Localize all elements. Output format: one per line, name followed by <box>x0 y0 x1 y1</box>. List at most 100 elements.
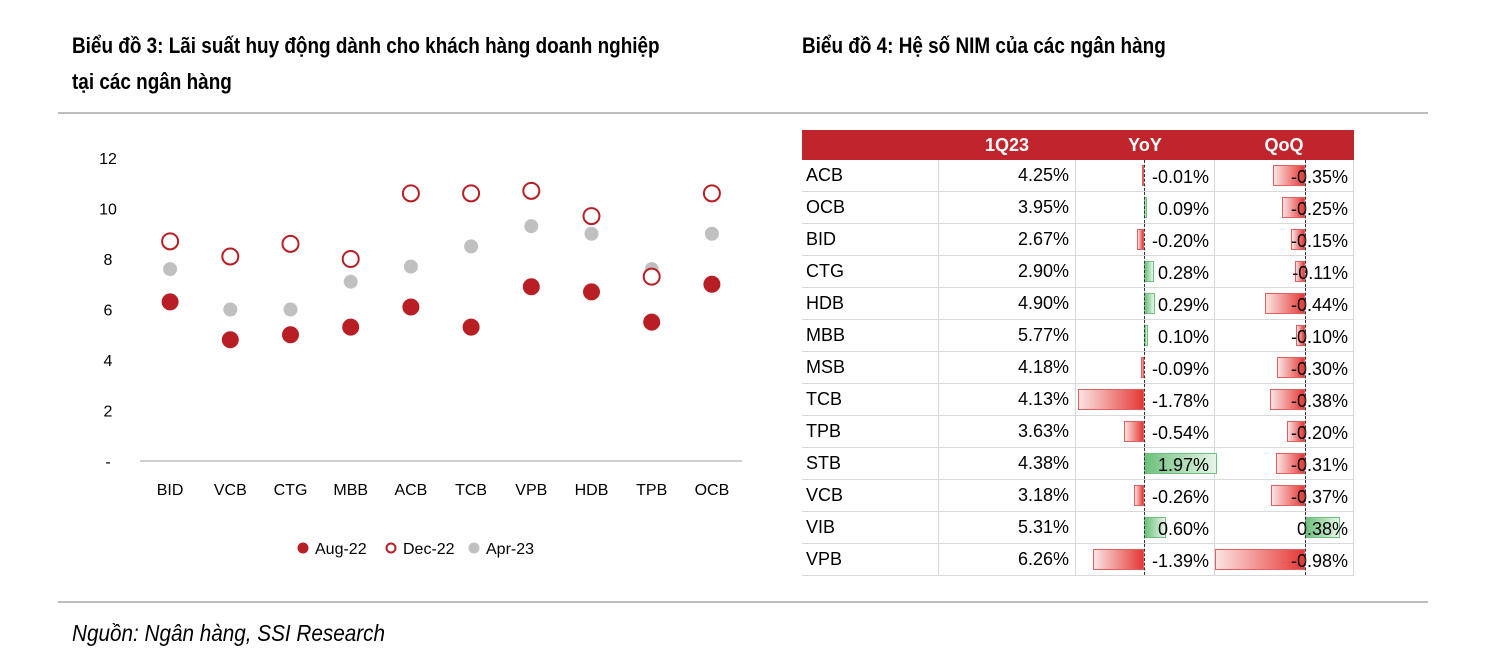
nim-1q23-cell: 4.90% <box>938 287 1076 320</box>
table-row: MSB 4.18% -0.09% -0.30% <box>802 351 1354 384</box>
nim-1q23-cell: 2.90% <box>938 255 1076 288</box>
y-tick-label: 10 <box>99 202 117 219</box>
point-aug-22 <box>282 326 299 344</box>
yoy-zero-axis <box>1144 192 1145 223</box>
point-dec-22 <box>522 181 541 200</box>
yoy-cell: -0.09% <box>1075 351 1215 384</box>
qoq-cell: 0.38% <box>1214 511 1354 544</box>
qoq-label: -0.98% <box>1290 551 1348 571</box>
table-row: VPB 6.26% -1.39% -0.98% <box>802 543 1354 576</box>
qoq-zero-axis <box>1305 224 1306 255</box>
yoy-label: -0.20% <box>1151 231 1209 251</box>
point-aug-22 <box>402 298 420 316</box>
point-apr-23 <box>223 302 238 317</box>
bank-cell: ACB <box>802 160 939 192</box>
qoq-cell: -0.98% <box>1214 543 1354 576</box>
yoy-cell: 0.29% <box>1075 287 1215 320</box>
qoq-label: -0.44% <box>1290 295 1348 315</box>
chart3-title: Biểu đồ 3: Lãi suất huy động dành cho kh… <box>72 28 660 100</box>
yoy-label: 0.60% <box>1157 519 1209 539</box>
point-apr-23 <box>524 219 539 234</box>
yoy-cell: 0.60% <box>1075 511 1215 544</box>
yoy-cell: -0.26% <box>1075 479 1215 512</box>
header-bank <box>802 130 939 160</box>
table-row: VCB 3.18% -0.26% -0.37% <box>802 479 1354 512</box>
header-yoy: YoY <box>1075 130 1215 160</box>
yoy-zero-axis <box>1144 288 1145 319</box>
bank-cell: BID <box>802 223 939 256</box>
qoq-cell: -0.31% <box>1214 447 1354 480</box>
yoy-label: 0.28% <box>1157 263 1209 283</box>
yoy-bar <box>1136 229 1144 250</box>
qoq-cell: -0.25% <box>1214 191 1354 224</box>
nim-table-header: 1Q23 YoY QoQ <box>802 130 1354 160</box>
yoy-label: -0.54% <box>1151 423 1209 443</box>
legend-label: Aug-22 <box>315 541 367 558</box>
qoq-bar <box>1272 165 1305 186</box>
point-apr-23 <box>283 302 298 317</box>
point-aug-22 <box>583 283 600 301</box>
x-tick-label: ACB <box>394 482 427 499</box>
chart4-title: Biểu đồ 4: Hệ số NIM của các ngân hàng <box>802 33 1166 58</box>
table-row: VIB 5.31% 0.60% 0.38% <box>802 511 1354 544</box>
nim-1q23-cell: 4.38% <box>938 447 1076 480</box>
point-dec-22 <box>161 232 180 251</box>
yoy-cell: -1.39% <box>1075 543 1215 576</box>
nim-1q23-cell: 4.13% <box>938 383 1076 416</box>
source-note: Nguồn: Ngân hàng, SSI Research <box>72 620 386 646</box>
qoq-bar <box>1270 389 1305 410</box>
bank-cell: VCB <box>802 479 939 512</box>
yoy-bar <box>1142 165 1144 186</box>
point-apr-23 <box>343 274 358 289</box>
yoy-label: -0.09% <box>1151 359 1209 379</box>
deposit-rate-chart: 12 10 8 6 4 2 - BID VCB CTG MBB ACB TCB VPB HDB TPB OCB A… <box>99 151 742 558</box>
qoq-bar <box>1295 325 1305 346</box>
nim-1q23-cell: 5.31% <box>938 511 1076 544</box>
table-row: BID 2.67% -0.20% -0.15% <box>802 223 1354 256</box>
nim-1q23-cell: 2.67% <box>938 223 1076 256</box>
yoy-cell: 0.28% <box>1075 255 1215 288</box>
yoy-cell: -0.54% <box>1075 415 1215 448</box>
y-tick-label: 6 <box>104 303 113 320</box>
bank-cell: MBB <box>802 319 939 352</box>
bank-cell: CTG <box>802 255 939 288</box>
table-row: TCB 4.13% -1.78% -0.38% <box>802 383 1354 416</box>
x-tick-label: TCB <box>455 482 487 499</box>
nim-1q23-cell: 6.26% <box>938 543 1076 576</box>
qoq-cell: -0.10% <box>1214 319 1354 352</box>
point-dec-22 <box>642 267 661 286</box>
yoy-bar <box>1078 389 1144 410</box>
qoq-label: -0.11% <box>1292 263 1348 283</box>
nim-1q23-cell: 4.18% <box>938 351 1076 384</box>
yoy-bar <box>1144 261 1155 282</box>
bottom-divider <box>58 601 1428 603</box>
point-dec-22 <box>221 247 240 266</box>
legend-marker-apr-23 <box>468 542 480 554</box>
qoq-zero-axis <box>1305 480 1306 511</box>
yoy-label: 0.29% <box>1157 295 1209 315</box>
qoq-label: -0.20% <box>1290 423 1348 443</box>
nim-1q23-cell: 3.18% <box>938 479 1076 512</box>
qoq-bar <box>1291 229 1305 250</box>
qoq-bar <box>1214 549 1305 570</box>
qoq-label: -0.30% <box>1290 359 1348 379</box>
yoy-bar <box>1140 357 1144 378</box>
nim-table: 1Q23 YoY QoQ ACB 4.25% -0.01% -0.35% OCB 3.95… <box>802 130 1354 576</box>
qoq-cell: -0.15% <box>1214 223 1354 256</box>
yoy-zero-axis <box>1144 352 1145 383</box>
point-apr-23 <box>403 259 418 274</box>
point-aug-22 <box>703 275 721 293</box>
nim-1q23-cell: 3.95% <box>938 191 1076 224</box>
qoq-zero-axis <box>1305 192 1306 223</box>
table-row: TPB 3.63% -0.54% -0.20% <box>802 415 1354 448</box>
bank-cell: MSB <box>802 351 939 384</box>
x-tick-label: HDB <box>575 482 609 499</box>
qoq-bar <box>1264 293 1305 314</box>
qoq-zero-axis <box>1305 544 1306 575</box>
x-tick-label: VPB <box>515 482 547 499</box>
yoy-zero-axis <box>1144 480 1145 511</box>
legend-marker-aug-22 <box>297 542 309 554</box>
yoy-cell: -1.78% <box>1075 383 1215 416</box>
bank-cell: VIB <box>802 511 939 544</box>
qoq-cell: -0.11% <box>1214 255 1354 288</box>
